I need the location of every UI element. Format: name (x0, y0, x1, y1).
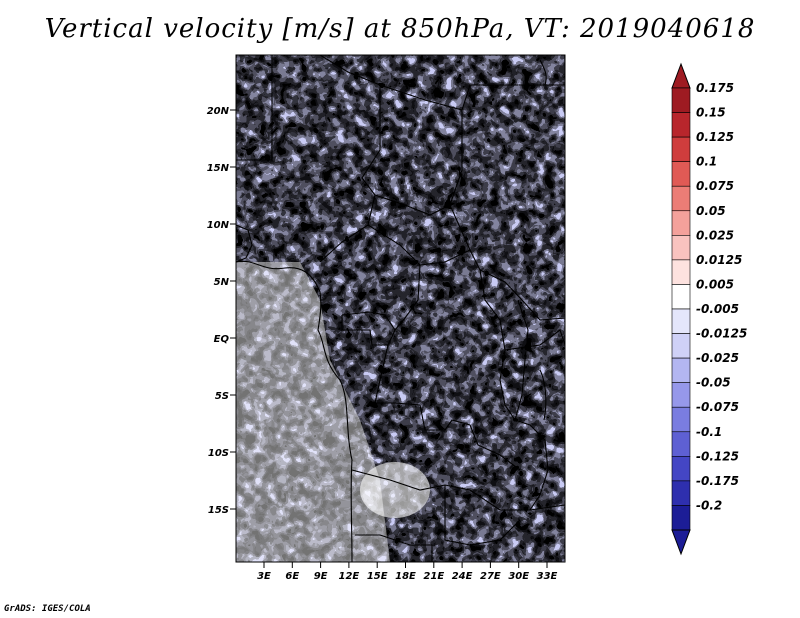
lon-label: 12E (339, 571, 360, 582)
colorbar-swatch (671, 87, 691, 113)
colorbar-label: 0.025 (696, 228, 734, 242)
lon-label: 9E (314, 571, 328, 582)
lat-label: EQ (214, 334, 230, 345)
colorbar-label: 0.175 (696, 81, 734, 95)
lat-label: 10N (207, 220, 230, 231)
colorbar-label: 0.075 (696, 179, 734, 193)
latitude-axis: 20N 15N 10N 5N EQ 5S 10S 15S (207, 106, 236, 516)
colorbar-swatch (671, 406, 691, 433)
colorbar-swatch (671, 456, 691, 482)
colorbar-swatch (671, 112, 691, 138)
longitude-axis: 3E 6E 9E 12E 15E 18E 21E 24E 27E 30E 33E (257, 562, 558, 582)
lon-label: 6E (285, 571, 299, 582)
lat-label: 5N (214, 277, 230, 288)
lat-label: 20N (207, 106, 230, 117)
lat-label: 15S (208, 505, 229, 516)
lon-label: 18E (395, 571, 416, 582)
colorbar-swatch (671, 136, 691, 162)
colorbar-swatch (671, 210, 691, 236)
colorbar-label: 0.005 (696, 277, 734, 291)
colorbar-swatch (671, 308, 691, 334)
colorbar-label: 0.0125 (696, 253, 742, 267)
colorbar-swatch (671, 357, 691, 383)
lon-label: 30E (508, 571, 529, 582)
colorbar-swatch (671, 333, 691, 359)
colorbar-swatch (671, 235, 691, 261)
lon-label: 33E (537, 571, 558, 582)
colorbar: 0.175 0.15 0.125 0.1 0.075 0.05 0.025 0.0125 0.0… (671, 62, 747, 556)
lat-label: 15N (207, 163, 230, 174)
vertical-velocity-field (236, 55, 565, 562)
colorbar-label: -0.125 (696, 449, 739, 463)
chart-title: Vertical velocity [m/s] at 850hPa, VT: 2… (44, 14, 756, 44)
colorbar-label: -0.075 (696, 400, 739, 414)
lon-label: 3E (257, 571, 271, 582)
colorbar-label: -0.1 (696, 425, 722, 439)
colorbar-swatch (671, 431, 691, 457)
colorbar-swatch (671, 480, 691, 506)
colorbar-label: 0.15 (696, 106, 726, 120)
colorbar-label: -0.175 (696, 474, 739, 488)
colorbar-swatch (671, 161, 691, 187)
colorbar-label: -0.025 (696, 351, 739, 365)
lon-label: 27E (480, 571, 501, 582)
lon-label: 21E (423, 571, 444, 582)
lon-label: 15E (367, 571, 388, 582)
lat-label: 5S (215, 391, 229, 402)
colorbar-label: 0.125 (696, 130, 734, 144)
colorbar-swatch (671, 259, 691, 285)
map-frame (235, 54, 566, 563)
grads-credit: GrADS: IGES/COLA (4, 604, 91, 614)
country-borders (236, 55, 565, 562)
lat-label: 10S (208, 448, 229, 459)
colorbar-swatch (671, 505, 691, 531)
colorbar-swatch (671, 185, 691, 212)
colorbar-label: -0.05 (696, 376, 731, 390)
colorbar-swatch (671, 284, 691, 310)
colorbar-bottom-cap (671, 529, 691, 556)
lon-label: 24E (452, 571, 473, 582)
colorbar-swatch (671, 382, 691, 408)
colorbar-label: -0.005 (696, 302, 739, 316)
colorbar-top-cap (671, 62, 691, 89)
colorbar-label: -0.0125 (696, 327, 747, 341)
colorbar-label: -0.2 (696, 498, 722, 512)
colorbar-label: 0.1 (696, 155, 717, 169)
colorbar-label: 0.05 (696, 204, 726, 218)
